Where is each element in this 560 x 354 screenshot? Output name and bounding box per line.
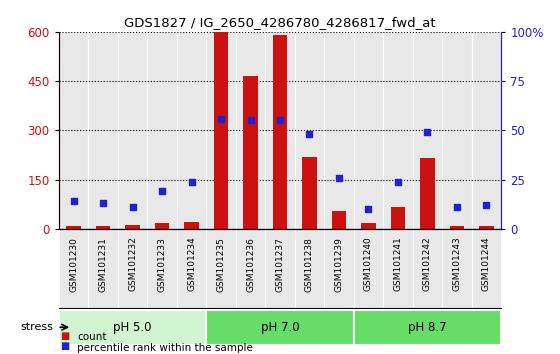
Bar	[324, 32, 354, 229]
Point	[423, 130, 432, 135]
Point	[482, 202, 491, 208]
Bar	[472, 32, 501, 229]
Text: GSM101234: GSM101234	[187, 237, 196, 291]
Point	[305, 131, 314, 137]
Text: GSM101240: GSM101240	[364, 237, 373, 291]
Bar	[125, 225, 140, 229]
Text: ■: ■	[60, 331, 70, 341]
Bar	[236, 32, 265, 229]
Text: GSM101244: GSM101244	[482, 237, 491, 291]
Bar	[354, 32, 383, 229]
Text: ■: ■	[60, 341, 70, 351]
Point	[217, 116, 226, 121]
Bar	[118, 32, 147, 229]
Text: pH 7.0: pH 7.0	[261, 321, 299, 334]
Point	[187, 179, 196, 184]
Bar	[332, 211, 346, 229]
FancyBboxPatch shape	[206, 309, 354, 345]
Point	[276, 118, 284, 123]
Bar	[391, 207, 405, 229]
Text: GSM101239: GSM101239	[334, 237, 343, 292]
Text: GSM101233: GSM101233	[157, 237, 166, 292]
Text: GSM101235: GSM101235	[217, 237, 226, 292]
Bar	[206, 32, 236, 229]
Text: GSM101243: GSM101243	[452, 237, 461, 291]
Title: GDS1827 / IG_2650_4286780_4286817_fwd_at: GDS1827 / IG_2650_4286780_4286817_fwd_at	[124, 16, 436, 29]
Text: GSM101242: GSM101242	[423, 237, 432, 291]
Point	[128, 204, 137, 210]
Point	[69, 198, 78, 204]
Bar	[177, 32, 206, 229]
Point	[394, 179, 403, 184]
Text: GSM101231: GSM101231	[99, 237, 108, 292]
Bar	[96, 226, 110, 229]
Text: count: count	[77, 332, 107, 342]
Bar	[450, 226, 464, 229]
Bar	[88, 32, 118, 229]
Bar	[265, 32, 295, 229]
Point	[334, 175, 343, 181]
FancyBboxPatch shape	[59, 309, 206, 345]
Bar	[383, 32, 413, 229]
Point	[246, 118, 255, 123]
Text: pH 8.7: pH 8.7	[408, 321, 447, 334]
Bar	[273, 35, 287, 229]
Text: percentile rank within the sample: percentile rank within the sample	[77, 343, 253, 353]
Bar	[413, 32, 442, 229]
FancyBboxPatch shape	[354, 309, 501, 345]
Bar	[59, 32, 88, 229]
Text: stress: stress	[20, 322, 53, 332]
Bar	[302, 156, 317, 229]
Bar	[213, 32, 228, 229]
Bar	[155, 223, 169, 229]
Bar	[479, 226, 494, 229]
Point	[452, 204, 461, 210]
Text: GSM101232: GSM101232	[128, 237, 137, 291]
Bar	[420, 158, 435, 229]
Bar	[147, 32, 177, 229]
Text: GSM101241: GSM101241	[394, 237, 403, 291]
Text: pH 5.0: pH 5.0	[113, 321, 152, 334]
Bar	[184, 222, 199, 229]
Bar	[66, 226, 81, 229]
Bar	[361, 223, 376, 229]
Bar	[295, 32, 324, 229]
Text: GSM101237: GSM101237	[276, 237, 284, 292]
Text: GSM101230: GSM101230	[69, 237, 78, 292]
Point	[157, 189, 166, 194]
Bar	[243, 76, 258, 229]
Point	[364, 206, 373, 212]
Point	[99, 200, 108, 206]
Text: GSM101236: GSM101236	[246, 237, 255, 292]
Bar	[442, 32, 472, 229]
Text: GSM101238: GSM101238	[305, 237, 314, 292]
